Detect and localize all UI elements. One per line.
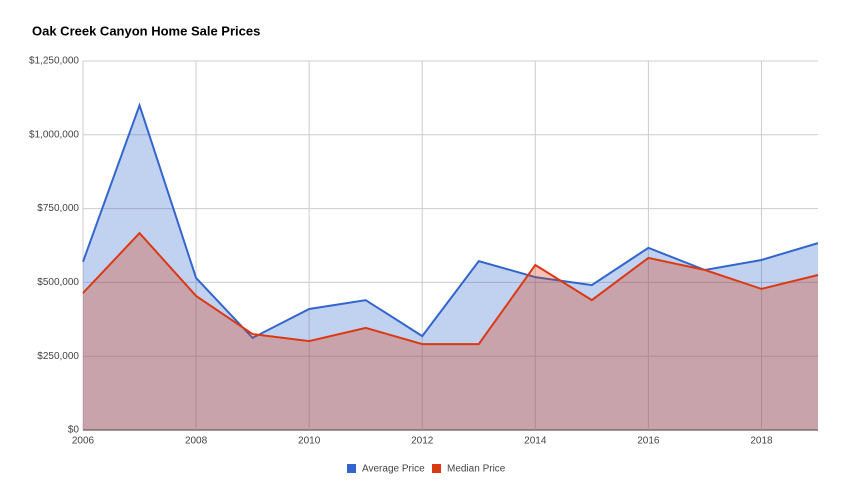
- y-tick-label: $500,000: [37, 277, 79, 288]
- legend-swatch: [432, 464, 441, 473]
- series-line: [82, 102, 819, 340]
- legend-label: Average Price: [362, 464, 425, 475]
- x-tick-label: 2016: [637, 436, 660, 447]
- legend-label: Median Price: [447, 464, 506, 475]
- y-tick-label: $1,000,000: [29, 129, 79, 140]
- x-tick-label: 2018: [750, 436, 773, 447]
- chart-title: Oak Creek Canyon Home Sale Prices: [32, 23, 260, 38]
- x-tick-label: 2006: [72, 436, 95, 447]
- area-fill: [83, 105, 818, 430]
- legend-swatch: [347, 464, 356, 473]
- y-tick-label: $0: [68, 425, 80, 436]
- y-tick-label: $250,000: [37, 351, 79, 362]
- x-tick-label: 2008: [185, 436, 208, 447]
- x-tick-label: 2012: [411, 436, 434, 447]
- area-fill: [83, 233, 818, 430]
- x-tick-label: 2014: [524, 436, 547, 447]
- y-tick-label: $1,250,000: [29, 56, 79, 67]
- series-line: [82, 231, 819, 346]
- y-tick-label: $750,000: [37, 203, 79, 214]
- x-tick-label: 2010: [298, 436, 321, 447]
